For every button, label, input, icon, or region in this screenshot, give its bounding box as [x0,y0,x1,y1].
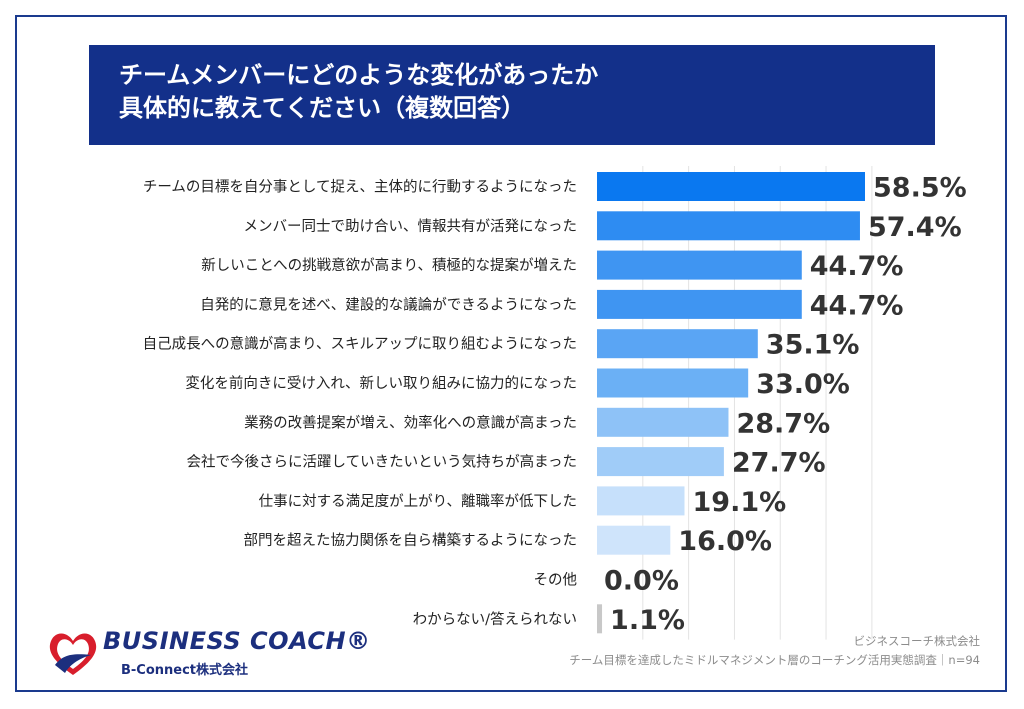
credit-company: ビジネスコーチ株式会社 [853,634,981,648]
bar [597,407,729,437]
heart-logo-icon [49,633,97,675]
category-label: 業務の改善提案が増え、効率化への意識が高まった [244,413,577,431]
bar [597,368,749,398]
category-label: 変化を前向きに受け入れ、新しい取り組みに協力的になった [185,375,577,392]
source-credit: ビジネスコーチ株式会社 チーム目標を達成したミドルマネジメント層のコーチング活用… [569,632,980,670]
category-label: 会社で今後さらに活躍していきたいという気持ちが高まった [187,454,577,471]
value-label: 58.5% [873,173,967,204]
title-banner: チームメンバーにどのような変化があったか 具体的に教えてください（複数回答） [89,45,935,145]
value-label: 35.1% [766,330,860,361]
category-label: 仕事に対する満足度が上がり、離職率が低下した [259,492,577,510]
category-label: その他 [534,572,578,589]
value-label: 44.7% [810,251,904,282]
credit-survey: チーム目標を達成したミドルマネジメント層のコーチング活用実態調査｜n=94 [569,653,980,667]
bar [597,289,802,319]
title-line-1: チームメンバーにどのような変化があったか [119,61,599,89]
value-label: 16.0% [678,526,772,557]
bar [597,211,860,241]
bar [597,172,865,201]
category-label: メンバー同士で助け合い、情報共有が活発になった [244,218,578,235]
category-label: 自己成長への意識が高まり、スキルアップに取り組むようになった [143,335,577,353]
brand-name: BUSINESS COACH® [103,627,371,655]
value-label: 57.4% [868,212,962,243]
value-label: 1.1% [610,605,685,636]
category-label: 新しいことへの挑戦意欲が高まり、積極的な提案が増えた [201,256,577,274]
category-label: 自発的に意見を述べ、建設的な議論ができるようになった [200,295,577,313]
value-label: 0.0% [604,566,679,597]
brand-subtitle: B-Connect株式会社 [121,663,249,678]
title-line-2: 具体的に教えてください（複数回答） [119,94,526,122]
bar [597,486,685,516]
bar [597,604,603,634]
bar [597,447,724,477]
category-label: チームの目標を自分事として捉え、主体的に行動するようになった [143,179,577,196]
value-label: 19.1% [693,487,787,518]
value-label: 44.7% [810,290,904,321]
bar [597,250,802,280]
category-label: 部門を超えた協力関係を自ら構築するようになった [244,531,578,549]
bar [597,525,671,555]
value-label: 28.7% [736,408,830,439]
value-label: 27.7% [732,448,826,479]
brand-logo: BUSINESS COACH® B-Connect株式会社 [45,625,370,685]
category-label: わからない/答えられない [413,611,577,628]
bar [597,329,758,359]
value-label: 33.0% [756,369,850,400]
